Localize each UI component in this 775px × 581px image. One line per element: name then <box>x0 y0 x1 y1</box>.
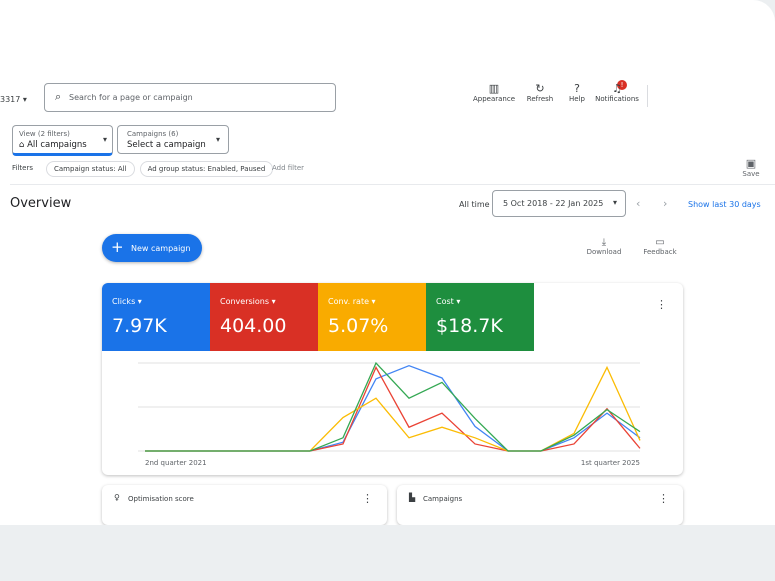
divider <box>647 85 648 107</box>
card-title: Optimisation score <box>128 495 194 503</box>
notification-badge: ! <box>617 80 627 90</box>
card-title: Campaigns <box>423 495 463 503</box>
metric-value: 7.97K <box>112 315 167 337</box>
header-action[interactable]: ▥ Appearance <box>469 82 519 103</box>
search-box[interactable]: ⌕ Search for a page or campaign <box>44 83 336 112</box>
optimisation-card: ♀ Optimisation score ⋮ <box>102 485 387 525</box>
feedback-label: Feedback <box>643 248 677 256</box>
header-action[interactable]: ♫ Notifications <box>592 82 642 103</box>
feedback-button[interactable]: ▭ Feedback <box>640 237 680 256</box>
metric-label: Clicks ▾ <box>112 297 142 306</box>
metric-tile[interactable]: Cost ▾ $18.7K <box>426 283 534 351</box>
view-label: View (2 filters) <box>19 130 70 138</box>
metric-label: Conv. rate ▾ <box>328 297 376 306</box>
account[interactable]: 3317 ▾ <box>0 95 27 104</box>
metric-tile[interactable]: Conv. rate ▾ 5.07% <box>318 283 426 351</box>
series-line <box>145 361 641 452</box>
save-button[interactable]: ▣ Save <box>738 157 764 178</box>
overview-title: Overview <box>10 196 72 211</box>
campaigns-card: ▙ Campaigns ⋮ <box>397 485 683 525</box>
campaigns-value: Select a campaign <box>127 140 206 150</box>
date-range-text: 5 Oct 2018 - 22 Jan 2025 <box>503 199 604 208</box>
add-filter[interactable]: Add filter <box>272 164 305 172</box>
view-value: All campaigns <box>27 140 87 150</box>
header-action[interactable]: ? Help <box>552 82 602 103</box>
campaigns-label: Campaigns (6) <box>127 130 179 138</box>
metric-name: Cost <box>436 297 454 306</box>
header-action[interactable]: ↻ Refresh <box>515 82 565 103</box>
action-label: Notifications <box>595 95 639 103</box>
action-icon: ♫ <box>612 82 622 95</box>
metric-value: $18.7K <box>436 315 503 337</box>
action-icon: ? <box>574 82 580 95</box>
action-label: Help <box>569 95 585 103</box>
metric-tile[interactable]: Clicks ▾ 7.97K <box>102 283 210 351</box>
filter-chips: Campaign status: All Ad group status: Ena… <box>46 161 274 177</box>
new-campaign-button[interactable]: + New campaign <box>102 234 202 262</box>
filter-chip[interactable]: Ad group status: Enabled, Paused <box>139 161 274 177</box>
action-icon: ▥ <box>488 82 500 95</box>
download-label: Download <box>586 248 622 256</box>
prev[interactable]: ‹ <box>636 197 641 210</box>
new-campaign-label: New campaign <box>131 244 191 253</box>
x-label: 2nd quarter 2021 <box>145 459 207 467</box>
metrics: Clicks ▾ 7.97K Conversions ▾ 404.00 Conv. ra… <box>102 283 683 351</box>
action-label: Refresh <box>526 95 554 103</box>
divider <box>10 184 775 185</box>
footer-bg <box>0 525 775 581</box>
view-filter[interactable]: View (2 filters) ⌂ All campaigns ▾ <box>12 125 113 156</box>
metric-value: 404.00 <box>220 315 287 337</box>
metric-name: Clicks <box>112 297 136 306</box>
search-icon: ⌕ <box>55 90 62 103</box>
show-last-30[interactable]: Show last 30 days <box>688 200 761 209</box>
metric-label: Cost ▾ <box>436 297 461 306</box>
performance-card: Clicks ▾ 7.97K Conversions ▾ 404.00 Conv. ra… <box>102 283 683 475</box>
download-button[interactable]: ⤓ Download <box>584 237 624 256</box>
metric-tile[interactable]: Conversions ▾ 404.00 <box>210 283 318 351</box>
account-id: 3317 <box>0 95 21 104</box>
metric-label: Conversions ▾ <box>220 297 276 306</box>
action-icon: ↻ <box>535 82 545 95</box>
all-time: All time <box>459 200 490 209</box>
campaign-select[interactable]: Campaigns (6) Select a campaign ▾ <box>117 125 229 154</box>
metric-value: 5.07% <box>328 315 389 337</box>
filter-chip[interactable]: Campaign status: All <box>46 161 135 177</box>
more-menu[interactable]: ⋮ <box>656 298 667 311</box>
x-label: 1st quarter 2025 <box>581 459 640 467</box>
metric-name: Conversions <box>220 297 270 306</box>
save-label: Save <box>742 170 760 178</box>
date-range[interactable]: 5 Oct 2018 - 22 Jan 2025 ▾ <box>492 190 626 217</box>
metric-name: Conv. rate <box>328 297 369 306</box>
action-label: Appearance <box>472 95 516 103</box>
next[interactable]: › <box>663 197 668 210</box>
filters-label: Filters <box>12 164 33 172</box>
search-placeholder: Search for a page or campaign <box>69 93 193 102</box>
